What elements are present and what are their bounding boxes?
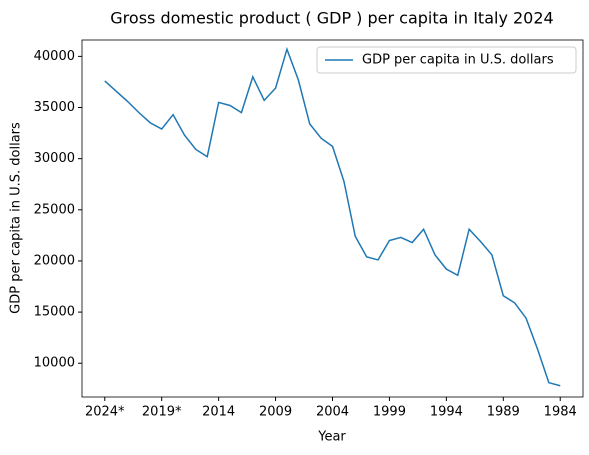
x-tick-label: 2019* (142, 405, 182, 420)
y-tick-label: 35000 (34, 100, 75, 115)
y-tick-label: 40000 (34, 49, 75, 64)
x-axis-label: Year (317, 430, 346, 445)
x-tick-label: 2014 (202, 405, 235, 420)
x-tick-label: 1989 (487, 405, 520, 420)
y-tick-label: 15000 (34, 305, 75, 320)
x-tick-label: 1999 (373, 405, 406, 420)
x-tick-label: 2024* (85, 405, 125, 420)
data-line (104, 46, 561, 387)
x-tick-label: 1984 (544, 405, 577, 420)
y-tick-label: 30000 (34, 151, 75, 166)
y-tick-label: 20000 (34, 253, 75, 268)
y-axis-label: GDP per capita in U.S. dollars (9, 122, 24, 314)
x-tick-label: 1994 (430, 405, 463, 420)
x-tick-label: 2009 (259, 405, 292, 420)
x-tick-label: 2004 (316, 405, 349, 420)
y-tick-label: 25000 (34, 202, 75, 217)
chart-title: Gross domestic product ( GDP ) per capit… (110, 9, 553, 28)
legend-box (316, 46, 577, 74)
y-tick-label: 10000 (34, 356, 75, 371)
legend-label: GDP per capita in U.S. dollars (362, 53, 554, 68)
plot-frame (81, 39, 584, 398)
